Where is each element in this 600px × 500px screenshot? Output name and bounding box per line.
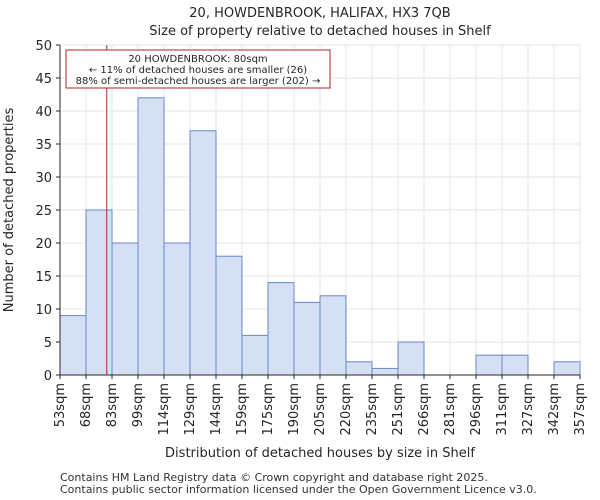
x-tick-label: 296sqm	[469, 383, 484, 436]
x-tick-label: 68sqm	[79, 383, 94, 427]
bar	[85, 209, 113, 376]
bar	[553, 361, 581, 376]
y-tick-labels: 0 5 10 15 20 25 30 35 40 45 50	[35, 39, 60, 384]
y-tick-label: 20	[35, 237, 52, 252]
bar	[163, 242, 191, 376]
property-marker: 20 HOWDENBROOK: 80sqm← 11% of detached h…	[65, 45, 331, 375]
x-tick-label: 53sqm	[53, 383, 68, 427]
y-tick-label: 10	[35, 303, 52, 318]
footer-line-1: Contains HM Land Registry data © Crown c…	[60, 471, 488, 484]
y-tick-label: 0	[44, 369, 52, 384]
bar	[189, 130, 217, 376]
x-tick-label: 311sqm	[495, 383, 510, 436]
x-tick-labels: 53sqm 68sqm 83sqm 99sqm 114sqm 129sqm 144sqm 15…	[53, 375, 588, 436]
bar	[293, 301, 321, 376]
x-tick-label: 144sqm	[209, 383, 224, 436]
x-axis-label: Distribution of detached houses by size …	[165, 446, 475, 460]
bar	[241, 334, 269, 376]
x-tick-label: 357sqm	[573, 383, 588, 436]
y-tick-label: 5	[44, 336, 52, 351]
bar	[111, 242, 139, 376]
x-tick-label: 205sqm	[313, 383, 328, 436]
annotation-box	[65, 49, 331, 89]
bar	[59, 315, 87, 376]
annotation-text: 20 HOWDENBROOK: 80sqm	[128, 54, 267, 65]
y-axis-label: Number of detached properties	[2, 108, 17, 313]
y-tick-label: 35	[35, 138, 52, 153]
bar	[475, 354, 503, 376]
x-tick-label: 83sqm	[105, 383, 120, 427]
x-tick-label: 220sqm	[339, 383, 354, 436]
bar	[397, 341, 425, 376]
bar	[345, 361, 373, 376]
bar	[215, 255, 243, 376]
x-tick-label: 175sqm	[261, 383, 276, 436]
x-tick-label: 99sqm	[131, 383, 146, 427]
y-tick-label: 15	[35, 270, 52, 285]
x-tick-label: 327sqm	[521, 383, 536, 436]
bars	[59, 97, 581, 376]
y-tick-label: 50	[35, 39, 52, 54]
bar	[137, 97, 165, 376]
annotation-text: 88% of semi-detached houses are larger (…	[76, 76, 321, 87]
x-tick-label: 266sqm	[417, 383, 432, 436]
annotation-text: ← 11% of detached houses are smaller (26…	[89, 65, 307, 76]
x-tick-label: 190sqm	[287, 383, 302, 436]
x-tick-label: 281sqm	[443, 383, 458, 436]
bar	[267, 282, 295, 376]
bar	[501, 354, 529, 376]
x-tick-label: 235sqm	[365, 383, 380, 436]
chart-subtitle: Size of property relative to detached ho…	[149, 24, 491, 39]
x-tick-label: 251sqm	[391, 383, 406, 436]
y-tick-label: 45	[35, 72, 52, 87]
x-tick-label: 114sqm	[157, 383, 172, 436]
bar	[371, 367, 399, 376]
bar	[319, 295, 347, 376]
x-tick-label: 129sqm	[183, 383, 198, 436]
footer-line-2: Contains public sector information licen…	[60, 483, 537, 496]
x-tick-label: 342sqm	[547, 383, 562, 436]
y-tick-label: 40	[35, 105, 52, 120]
histogram-chart: 20, HOWDENBROOK, HALIFAX, HX3 7QB Size o…	[2, 6, 588, 461]
y-tick-label: 25	[35, 204, 52, 219]
y-tick-label: 30	[35, 171, 52, 186]
chart-title: 20, HOWDENBROOK, HALIFAX, HX3 7QB	[189, 6, 450, 21]
x-tick-label: 159sqm	[235, 383, 250, 436]
